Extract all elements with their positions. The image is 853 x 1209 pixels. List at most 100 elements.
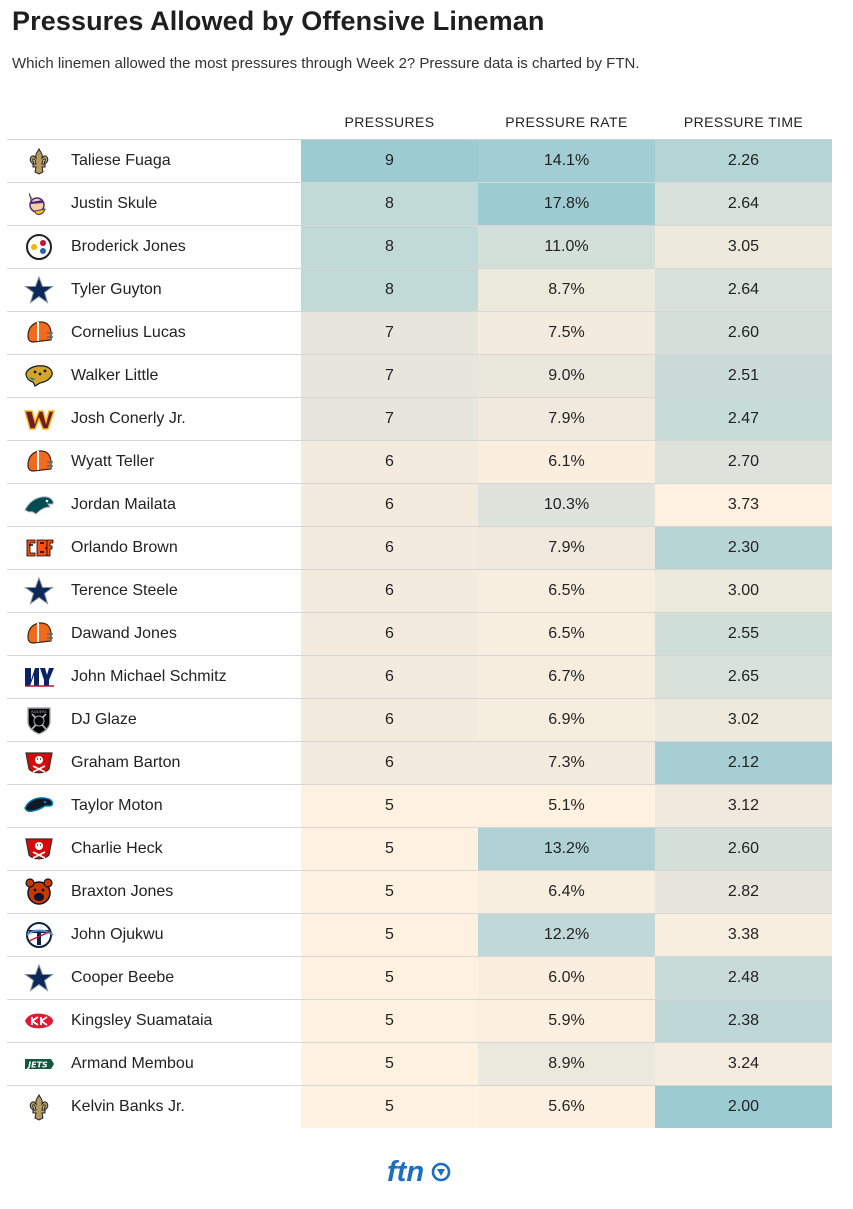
pressure-time-cell: 2.60 [655, 828, 832, 870]
team-cell [7, 183, 71, 225]
ftn-logo-text: ftn [387, 1156, 424, 1188]
pressure-time-cell: 2.30 [655, 527, 832, 569]
svg-text:JETS: JETS [26, 1061, 48, 1070]
table-row: Cooper Beebe 5 6.0% 2.48 [7, 957, 832, 1000]
pressures-cell: 5 [301, 1086, 478, 1128]
team-cell [7, 1086, 71, 1128]
header-pressure-rate: PRESSURE RATE [505, 113, 628, 130]
team-cell [7, 441, 71, 483]
pressure-time-cell: 3.02 [655, 699, 832, 741]
panthers-icon [23, 791, 55, 821]
buccaneers-icon [23, 834, 55, 864]
team-cell [7, 570, 71, 612]
pressure-rate-cell: 6.5% [478, 570, 655, 612]
pressure-time-cell: 2.38 [655, 1000, 832, 1042]
pressures-cell: 6 [301, 484, 478, 526]
table-row: Justin Skule 8 17.8% 2.64 [7, 183, 832, 226]
pressures-cell: 5 [301, 871, 478, 913]
header-team [7, 104, 71, 139]
chart-title: Pressures Allowed by Offensive Lineman [12, 6, 545, 36]
player-name: Cooper Beebe [71, 969, 175, 986]
pressure-time-cell: 2.70 [655, 441, 832, 483]
pressures-cell: 7 [301, 398, 478, 440]
pressures-cell: 6 [301, 527, 478, 569]
pressures-cell: 8 [301, 226, 478, 268]
team-cell [7, 957, 71, 999]
team-cell [7, 226, 71, 268]
team-cell [7, 1000, 71, 1042]
pressures-cell: 5 [301, 1043, 478, 1085]
team-cell: RAIDERS [7, 699, 71, 741]
player-name: Broderick Jones [71, 238, 186, 255]
pressure-time-cell: 2.12 [655, 742, 832, 784]
header-player [71, 104, 301, 139]
giants-icon [23, 662, 55, 692]
pressure-rate-cell: 7.9% [478, 398, 655, 440]
header-pressure-time: PRESSURE TIME [683, 113, 804, 130]
pressure-rate-cell: 5.1% [478, 785, 655, 827]
raiders-icon: RAIDERS [23, 705, 55, 735]
pressure-rate-cell: 14.1% [478, 140, 655, 182]
cowboys-icon [23, 963, 55, 993]
pressure-rate-cell: 11.0% [478, 226, 655, 268]
team-cell [7, 398, 71, 440]
player-name: Terence Steele [71, 582, 178, 599]
table-row: Terence Steele 6 6.5% 3.00 [7, 570, 832, 613]
chart-subtitle: Which linemen allowed the most pressures… [12, 55, 640, 72]
pressure-rate-cell: 17.8% [478, 183, 655, 225]
pressures-cell: 7 [301, 355, 478, 397]
browns-icon [23, 619, 55, 649]
pressure-time-cell: 2.51 [655, 355, 832, 397]
player-name: DJ Glaze [71, 711, 137, 728]
cowboys-icon [23, 576, 55, 606]
pressures-cell: 9 [301, 140, 478, 182]
table-body: Taliese Fuaga 9 14.1% 2.26 Justin Skule 8 17.8… [7, 140, 832, 1128]
jets-icon: JETS [23, 1049, 55, 1079]
team-cell [7, 785, 71, 827]
pressure-rate-cell: 5.6% [478, 1086, 655, 1128]
browns-icon [23, 318, 55, 348]
pressure-rate-cell: 9.0% [478, 355, 655, 397]
table-row: Walker Little 7 9.0% 2.51 [7, 355, 832, 398]
player-name: Tyler Guyton [71, 281, 162, 298]
team-cell [7, 742, 71, 784]
table-row: Cornelius Lucas 7 7.5% 2.60 [7, 312, 832, 355]
table-header: PRESSURES PRESSURE RATE PRESSURE TIME [7, 104, 832, 140]
pressure-time-cell: 2.64 [655, 183, 832, 225]
pressure-rate-cell: 7.3% [478, 742, 655, 784]
pressure-time-cell: 3.24 [655, 1043, 832, 1085]
pressure-time-cell: 3.38 [655, 914, 832, 956]
pressures-cell: 5 [301, 828, 478, 870]
eagles-icon [23, 490, 55, 520]
player-name: Kelvin Banks Jr. [71, 1098, 185, 1115]
player-name: Taylor Moton [71, 797, 163, 814]
pressure-rate-cell: 6.5% [478, 613, 655, 655]
pressures-cell: 5 [301, 914, 478, 956]
table-row: JETS Armand Membou 5 8.9% 3.24 [7, 1043, 832, 1086]
table-row: Tyler Guyton 8 8.7% 2.64 [7, 269, 832, 312]
pressures-cell: 5 [301, 957, 478, 999]
table-row: RAIDERS DJ Glaze 6 6.9% 3.02 [7, 699, 832, 742]
pressure-rate-cell: 13.2% [478, 828, 655, 870]
player-name: Braxton Jones [71, 883, 174, 900]
team-cell: JETS [7, 1043, 71, 1085]
table-row: Orlando Brown 6 7.9% 2.30 [7, 527, 832, 570]
pressure-time-cell: 2.00 [655, 1086, 832, 1128]
titans-icon [23, 920, 55, 950]
vikings-icon [23, 189, 55, 219]
table-row: John Ojukwu 5 12.2% 3.38 [7, 914, 832, 957]
pressure-rate-cell: 6.1% [478, 441, 655, 483]
table-row: Dawand Jones 6 6.5% 2.55 [7, 613, 832, 656]
pressure-rate-cell: 6.4% [478, 871, 655, 913]
player-name: Josh Conerly Jr. [71, 410, 186, 427]
table-row: Braxton Jones 5 6.4% 2.82 [7, 871, 832, 914]
player-name: Justin Skule [71, 195, 158, 212]
pressure-time-cell: 3.12 [655, 785, 832, 827]
pressure-time-cell: 2.60 [655, 312, 832, 354]
pressures-cell: 6 [301, 441, 478, 483]
pressure-time-cell: 2.82 [655, 871, 832, 913]
pressures-table: PRESSURES PRESSURE RATE PRESSURE TIME Ta… [7, 104, 832, 1128]
pressure-rate-cell: 6.0% [478, 957, 655, 999]
saints-icon [23, 146, 55, 176]
pressure-time-cell: 2.47 [655, 398, 832, 440]
